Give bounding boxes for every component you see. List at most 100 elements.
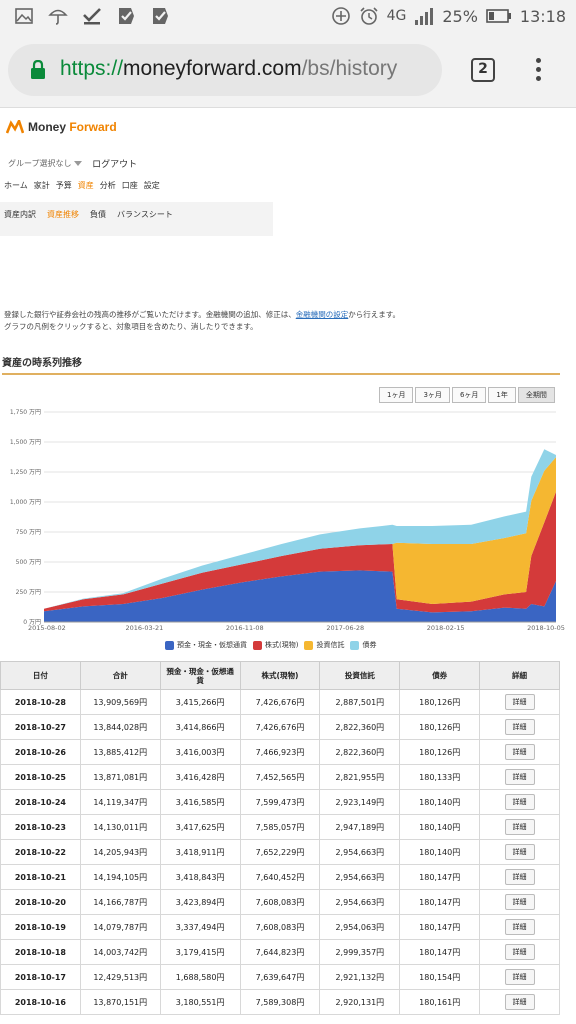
tab-switcher-button[interactable]: 2 [471,58,495,82]
range-selector: 1ヶ月 3ヶ月 6ヶ月 1年 全期間 [377,387,555,403]
logout-link[interactable]: ログアウト [92,160,138,170]
battery-icon [486,9,511,23]
subnav-item-1[interactable]: 資産推移 [47,210,79,219]
nav-item-1[interactable]: 家計 [33,181,50,190]
logo-icon [6,120,24,134]
table-row: 2018-10-21 14,194,105円 3,418,843円 7,640,452… [0,864,560,890]
legend-swatch [253,640,262,650]
date-cell: 2018-10-18 [0,939,81,965]
value-cell: 7,640,452円 [239,864,321,890]
detail-button[interactable]: 詳細 [504,869,535,885]
value-cell: 7,652,229円 [239,839,321,865]
date-cell: 2018-10-19 [0,914,81,940]
legend-item-1[interactable]: 株式(現物) [253,640,298,650]
y-tick-label: 1,000 万円 [10,499,41,506]
detail-button[interactable]: 詳細 [504,769,535,785]
nav-item-5[interactable]: 口座 [121,181,138,190]
nav-item-0[interactable]: ホーム [4,181,28,190]
table-row: 2018-10-27 13,844,028円 3,414,866円 7,426,676… [0,714,560,740]
nav-item-4[interactable]: 分析 [99,181,116,190]
range-button-3[interactable]: 1年 [488,387,516,403]
value-cell: 7,452,565円 [239,764,321,790]
clock: 13:18 [519,6,566,26]
area-series-2[interactable] [44,457,556,609]
area-series-0[interactable] [44,570,556,622]
column-header-5: 債券 [399,661,481,690]
value-cell: 180,147円 [399,939,481,965]
detail-button[interactable]: 詳細 [504,844,535,860]
value-cell: 180,126円 [399,714,481,740]
table-row: 2018-10-23 14,130,011円 3,417,625円 7,585,057… [0,814,560,840]
value-cell: 13,870,151円 [79,989,161,1015]
range-button-4[interactable]: 全期間 [517,387,555,403]
column-header-6: 詳細 [479,661,560,690]
value-cell: 180,133円 [399,764,481,790]
detail-button[interactable]: 詳細 [504,744,535,760]
nav-item-3[interactable]: 資産 [77,181,94,190]
y-tick-label: 750 万円 [16,529,41,536]
caret-down-icon [74,161,83,166]
value-cell: 7,589,308円 [239,989,321,1015]
value-cell: 2,954,063円 [319,914,401,940]
value-cell: 7,466,923円 [239,739,321,765]
range-button-1[interactable]: 3ヶ月 [415,387,450,403]
detail-button[interactable]: 詳細 [504,819,535,835]
value-cell: 2,920,131円 [319,989,401,1015]
url-bar[interactable]: https://moneyforward.com/bs/history [8,44,442,96]
value-cell: 3,417,625円 [159,814,241,840]
value-cell: 14,003,742円 [79,939,161,965]
value-cell: 2,947,189円 [319,814,401,840]
date-cell: 2018-10-24 [0,789,81,815]
legend-item-0[interactable]: 預金・現金・仮想通貨 [165,640,247,650]
detail-button[interactable]: 詳細 [504,719,535,735]
table-row: 2018-10-17 12,429,513円 1,688,580円 7,639,647… [0,964,560,990]
value-cell: 7,608,083円 [239,889,321,915]
gallery-icon [15,8,33,24]
value-cell: 2,821,955円 [319,764,401,790]
desc-line1-b: から行えます。 [348,310,400,319]
group-select[interactable]: グループ選択なし [8,158,83,169]
detail-cell: 詳細 [479,814,560,840]
desc-line1-a: 登録した銀行や証券会社の残高の推移がご覧いただけます。金融機関の追加、修正は、 [4,310,296,319]
x-tick-label: 2016-03-21 [126,624,164,632]
value-cell: 3,337,494円 [159,914,241,940]
detail-button[interactable]: 詳細 [504,919,535,935]
subnav-item-2[interactable]: 負債 [90,210,106,219]
value-cell: 2,954,663円 [319,839,401,865]
nav-item-2[interactable]: 予算 [55,181,72,190]
legend-item-2[interactable]: 投資信託 [304,640,344,650]
range-button-0[interactable]: 1ヶ月 [379,387,414,403]
x-tick-label: 2018-02-15 [427,624,465,632]
institution-settings-link[interactable]: 金融機関の設定 [295,310,349,319]
detail-cell: 詳細 [479,789,560,815]
logo-text-1: Money [28,120,70,134]
detail-button[interactable]: 詳細 [504,969,535,985]
legend-item-3[interactable]: 債券 [350,640,376,650]
nav-item-6[interactable]: 設定 [143,181,160,190]
status-bar: 4G 25% 13:18 [0,0,576,34]
detail-button[interactable]: 詳細 [504,994,535,1010]
more-menu-icon[interactable] [534,58,542,86]
y-tick-label: 250 万円 [16,589,41,596]
desc-line2: グラフの凡例をクリックすると、対象項目を含めたり、消したりできます。 [4,322,258,331]
value-cell: 180,140円 [399,839,481,865]
subnav-item-0[interactable]: 資産内訳 [4,210,36,219]
subnav-item-3[interactable]: バランスシート [117,210,173,219]
y-tick-label: 500 万円 [16,559,41,566]
detail-button[interactable]: 詳細 [504,694,535,710]
detail-button[interactable]: 詳細 [504,894,535,910]
detail-button[interactable]: 詳細 [504,794,535,810]
detail-button[interactable]: 詳細 [504,944,535,960]
group-row: グループ選択なし ログアウト [8,157,137,170]
area-series-3[interactable] [44,449,556,609]
detail-cell: 詳細 [479,889,560,915]
history-table: 日付 合計 預金・現金・仮想通貨 株式(現物) 投資信託 債券 詳細 2018-10-28 1… [0,661,560,1015]
main-nav: ホーム 家計 予算 資産 分析 口座 設定 [4,180,160,191]
value-cell: 2,921,132円 [319,964,401,990]
range-button-2[interactable]: 6ヶ月 [451,387,487,403]
area-series-1[interactable] [44,491,556,613]
value-cell: 2,887,501円 [319,689,401,715]
value-cell: 2,954,663円 [319,864,401,890]
value-cell: 2,822,360円 [319,714,401,740]
money-forward-logo[interactable]: Money Forward [6,120,117,134]
